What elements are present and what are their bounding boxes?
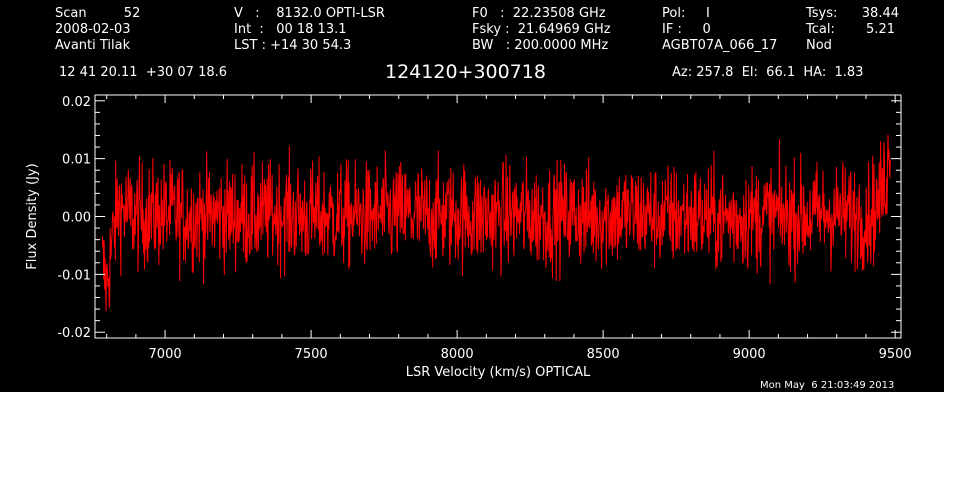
y-tick-label: 0.01 <box>62 153 91 168</box>
polarization: Pol: I <box>662 6 710 21</box>
plot-timestamp: Mon May 6 21:03:49 2013 <box>760 380 895 391</box>
x-tick-label: 9000 <box>733 347 766 362</box>
if-number: IF : 0 <box>662 22 711 37</box>
sky-frequency: Fsky : 21.64969 GHz <box>472 22 611 37</box>
scan-number: Scan 52 <box>55 6 141 21</box>
tsys-value: 38.44 <box>861 6 899 21</box>
series-layer <box>101 134 892 312</box>
tcal-value: 5.21 <box>866 22 895 37</box>
x-tick-label: 9500 <box>879 347 912 362</box>
y-tick-label: 0.00 <box>62 211 91 226</box>
x-tick-label: 7500 <box>295 347 328 362</box>
project-id: AGBT07A_066_17 <box>662 38 778 53</box>
plot-canvas: Scan 52 2008-02-03 Avanti Tilak V : 8132… <box>0 0 944 392</box>
integration-time: Int : 00 18 13.1 <box>234 22 347 37</box>
tsys-label: Tsys: <box>806 6 838 21</box>
velocity-info: V : 8132.0 OPTI-LSR <box>234 6 385 21</box>
y-tick-label: -0.02 <box>57 326 91 341</box>
y-axis-label: Flux Density (Jy) <box>25 163 40 269</box>
x-tick-label: 8000 <box>441 347 474 362</box>
x-tick-label: 8500 <box>587 347 620 362</box>
source-name: 124120+300718 <box>385 61 546 83</box>
lst-value: LST : +14 30 54.3 <box>234 38 352 53</box>
bandwidth: BW : 200.0000 MHz <box>472 38 609 53</box>
axis-layer: 7000 7500 8000 8500 9000 9500 -0.02 -0.01 0.00 0.… <box>57 95 911 362</box>
rest-frequency: F0 : 22.23508 GHz <box>472 6 606 21</box>
tcal-label: Tcal: <box>806 22 835 37</box>
x-axis-label: LSR Velocity (km/s) OPTICAL <box>406 365 591 380</box>
x-tick-label: 7000 <box>149 347 182 362</box>
spectrum-plot: 7000 7500 8000 8500 9000 9500 -0.02 -0.01 0.00 0.… <box>25 94 912 380</box>
switching-mode: Nod <box>806 38 832 53</box>
observation-date: 2008-02-03 <box>55 22 131 37</box>
spectrum-line <box>101 134 892 312</box>
observer-name: Avanti Tilak <box>55 38 131 53</box>
y-tick-label: -0.01 <box>57 268 91 283</box>
source-coordinates: 12 41 20.11 +30 07 18.6 <box>59 65 228 80</box>
pointing-info: Az: 257.8 El: 66.1 HA: 1.83 <box>672 65 864 80</box>
y-tick-label: 0.02 <box>62 95 91 110</box>
